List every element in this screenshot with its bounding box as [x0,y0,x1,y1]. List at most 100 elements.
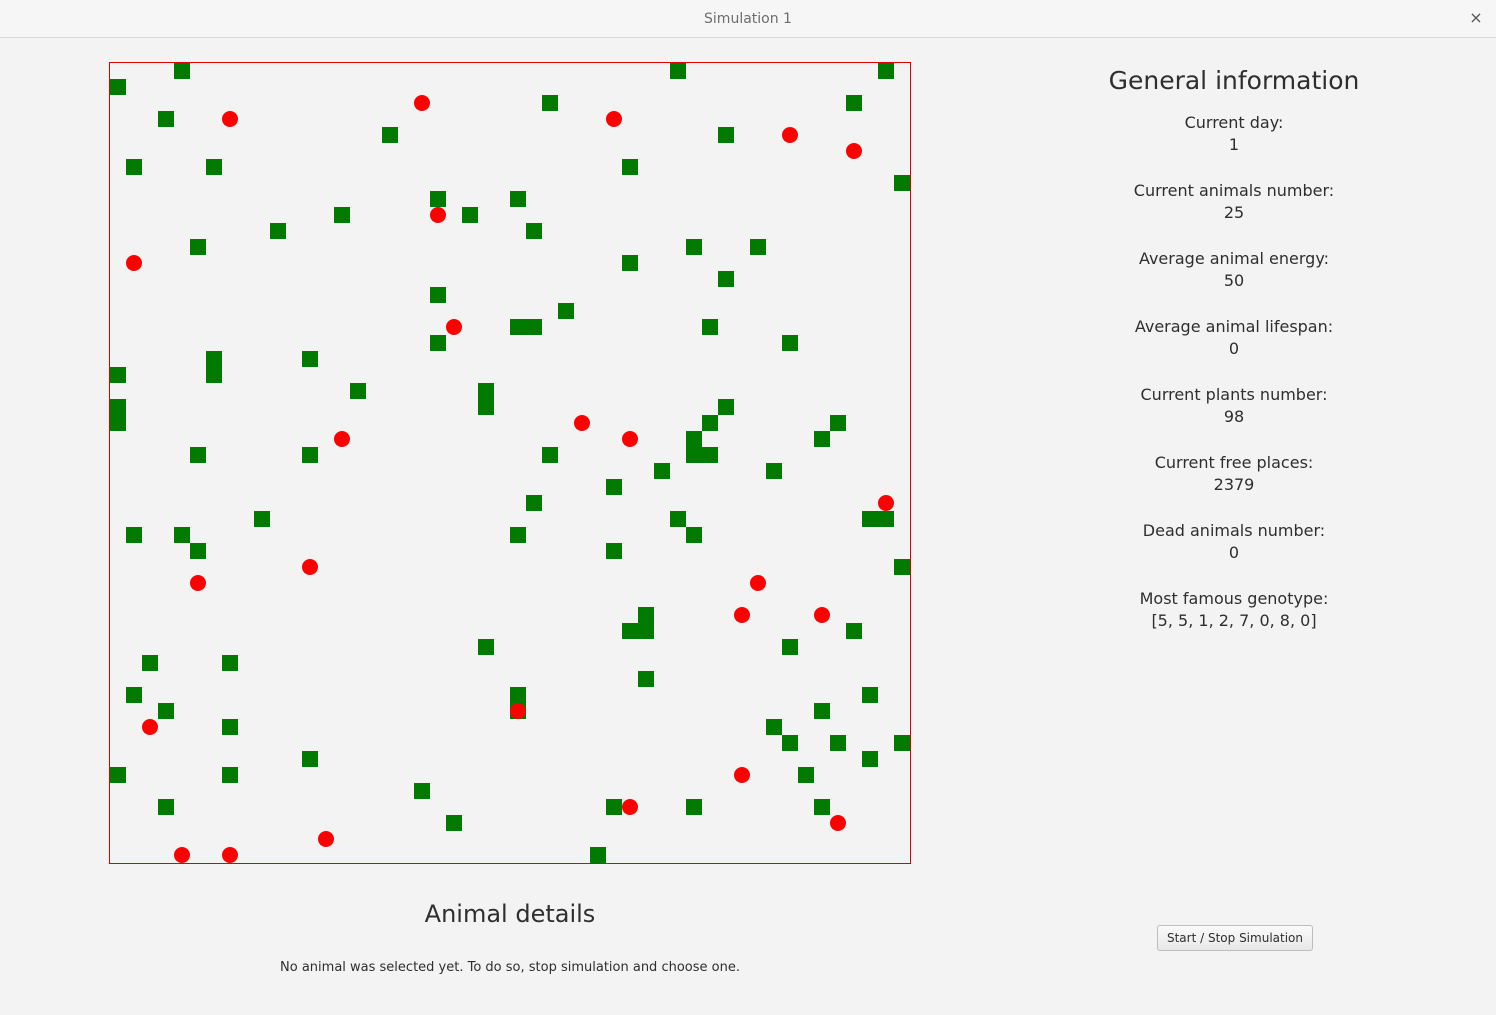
animal-marker[interactable] [878,495,894,511]
animal-marker[interactable] [814,607,830,623]
plant-tile [702,447,718,463]
stat-value: 1 [1228,135,1240,154]
simulation-map[interactable] [109,62,911,864]
animal-marker[interactable] [846,143,862,159]
plant-tile [350,383,366,399]
plant-tile [862,687,878,703]
plant-tile [142,655,158,671]
plant-tile [206,159,222,175]
general-info-panel: General information Current day: 1 Curre… [1034,62,1434,656]
plant-tile [510,687,526,703]
plant-tile [526,319,542,335]
plant-tile [782,335,798,351]
plant-tile [302,447,318,463]
close-icon[interactable]: × [1469,8,1483,27]
stat-animals-number: Current animals number: 25 [1034,180,1434,248]
plant-tile [878,511,894,527]
animal-marker[interactable] [222,111,238,127]
plant-tile [862,511,878,527]
plant-tile [638,671,654,687]
plant-tile [110,767,126,783]
animal-marker[interactable] [622,431,638,447]
plant-tile [814,703,830,719]
map-canvas[interactable] [110,63,910,863]
animal-marker[interactable] [190,575,206,591]
animal-marker[interactable] [510,703,526,719]
plant-tile [510,527,526,543]
plant-tile [158,703,174,719]
plant-tile [846,623,862,639]
animal-marker[interactable] [574,415,590,431]
plant-tile [190,239,206,255]
stat-value: 25 [1223,203,1245,222]
plant-tile [702,319,718,335]
plant-tile [302,351,318,367]
plant-tile [222,719,238,735]
stat-average-energy: Average animal energy: 50 [1034,248,1434,316]
animal-details-message: No animal was selected yet. To do so, st… [280,960,740,975]
plant-tile [222,655,238,671]
plant-tile [686,527,702,543]
animal-marker[interactable] [126,255,142,271]
plant-tile [718,127,734,143]
plant-tile [654,463,670,479]
animal-marker[interactable] [606,111,622,127]
stat-value: 0 [1228,339,1240,358]
plant-tile [110,367,126,383]
animal-marker[interactable] [430,207,446,223]
plant-tile [702,415,718,431]
plant-tile [878,63,894,79]
plant-tile [558,303,574,319]
plant-tile [446,815,462,831]
stat-label: Most famous genotype: [1139,589,1329,608]
animal-marker[interactable] [222,847,238,863]
plant-tile [126,159,142,175]
plant-tile [430,191,446,207]
plant-tile [686,431,702,447]
plant-tile [126,527,142,543]
plant-tile [382,127,398,143]
plant-tile [606,543,622,559]
plant-tile [846,95,862,111]
start-stop-button[interactable]: Start / Stop Simulation [1157,925,1313,951]
plant-tile [510,319,526,335]
animal-marker[interactable] [334,431,350,447]
plant-tile [158,799,174,815]
animal-marker[interactable] [318,831,334,847]
animal-marker[interactable] [734,607,750,623]
animal-marker[interactable] [414,95,430,111]
plant-tile [894,735,910,751]
plant-tile [126,687,142,703]
stat-famous-genotype: Most famous genotype: [5, 5, 1, 2, 7, 0,… [1034,588,1434,656]
plant-tile [766,719,782,735]
animal-marker[interactable] [302,559,318,575]
plant-tile [798,767,814,783]
plant-tile [414,783,430,799]
animal-marker[interactable] [830,815,846,831]
plant-tile [110,415,126,431]
stat-label: Current day: [1184,113,1284,132]
animal-marker[interactable] [622,799,638,815]
plant-tile [110,79,126,95]
plant-tile [526,223,542,239]
plant-tile [270,223,286,239]
plant-tile [206,351,222,367]
animal-marker[interactable] [446,319,462,335]
animal-marker[interactable] [142,719,158,735]
plant-tile [542,95,558,111]
stat-label: Average animal lifespan: [1134,317,1334,336]
stat-value: 98 [1223,407,1245,426]
stat-value: 50 [1223,271,1245,290]
plant-tile [334,207,350,223]
plant-tile [622,255,638,271]
animal-marker[interactable] [734,767,750,783]
animal-marker[interactable] [782,127,798,143]
animal-marker[interactable] [174,847,190,863]
plant-tile [478,399,494,415]
plant-tile [478,639,494,655]
animal-marker[interactable] [750,575,766,591]
plant-tile [174,63,190,79]
plant-tile [478,383,494,399]
plant-tile [830,735,846,751]
plant-tile [670,63,686,79]
